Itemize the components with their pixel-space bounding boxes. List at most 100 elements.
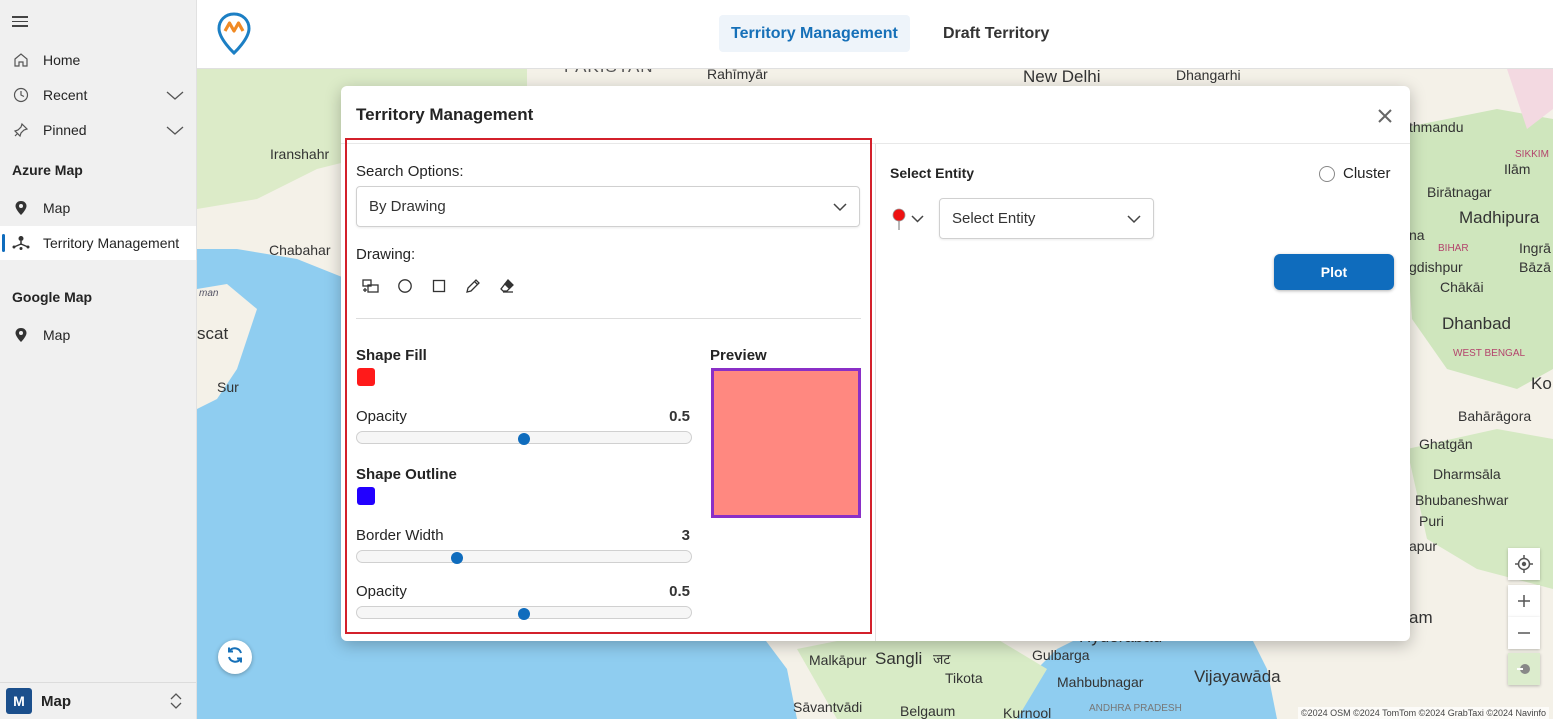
map-label: apur [1409,538,1438,554]
map-label: Rahīmyār [707,69,768,82]
map-label: Puri [1419,513,1444,529]
territory-management-dialog: Territory Management Search Options: By … [341,86,1410,641]
map-label: Ko [1531,374,1552,393]
search-options-value: By Drawing [369,198,446,215]
map-label: Bahārāgora [1458,408,1532,424]
border-width-slider[interactable] [356,550,692,564]
map-label: Sāvantvādi [793,699,863,715]
map-label: जट [933,651,951,667]
map-label: Mahbubnagar [1057,674,1144,690]
cluster-radio[interactable] [1319,166,1335,182]
group-title-azure-map: Azure Map [12,162,83,178]
map-label: Tikota [945,670,983,686]
refresh-button[interactable] [218,640,252,674]
map-label: na [1409,227,1425,243]
circle-icon[interactable] [395,276,415,296]
map-label: ANDHRA PRADESH [1089,703,1182,714]
map-style-picker-icon[interactable] [1508,653,1540,685]
shape-outline-color-swatch[interactable] [357,487,375,505]
slider-thumb[interactable] [451,552,464,564]
chevron-down-icon [1127,212,1141,230]
sidebar-item-pinned[interactable]: Pinned [0,113,196,147]
pencil-icon[interactable] [463,276,483,296]
map-label: man [199,288,219,299]
area-badge: M [6,688,32,714]
border-width-value: 3 [681,527,690,544]
area-switcher[interactable]: M Map [0,682,196,719]
map-label: BIHAR [1438,243,1469,254]
map-label: Dhanbad [1442,314,1512,333]
slider-thumb[interactable] [518,433,530,445]
plot-button[interactable]: Plot [1274,254,1394,290]
close-icon[interactable] [1377,104,1393,130]
map-label: New Delhi [1023,69,1101,86]
chevron-down-icon[interactable] [166,87,184,106]
rectangle-select-icon[interactable] [361,276,381,296]
search-options-select[interactable]: By Drawing [356,186,860,227]
entity-select[interactable]: Select Entity [939,198,1154,239]
shape-fill-label: Shape Fill [356,347,427,364]
clock-icon [11,87,31,103]
map-label: Iranshahr [270,146,330,162]
chevron-down-icon[interactable] [166,122,184,141]
map-label: thmandu [1409,119,1464,135]
locate-me-icon[interactable] [1508,548,1540,580]
sidebar-item-territory-management[interactable]: Territory Management [0,226,196,260]
map-label: am [1409,608,1433,627]
group-title-google-map: Google Map [12,289,93,305]
sidebar-item-label: Territory Management [43,235,180,251]
map-label: Gulbarga [1032,647,1090,663]
fill-opacity-value: 0.5 [669,408,690,425]
map-label: Sur [217,379,239,395]
sidebar-item-label: Map [43,327,71,343]
tab-draft-territory[interactable]: Draft Territory [943,24,1050,42]
hamburger-menu-icon[interactable] [12,13,28,29]
map-label: Madhipura [1459,208,1540,227]
preview-label: Preview [710,347,767,364]
shape-preview [711,368,861,518]
map-label: Vijayawāda [1194,667,1281,686]
zoom-out-button[interactable] [1508,617,1540,649]
zoom-in-button[interactable] [1508,585,1540,617]
outline-opacity-label: Opacity [356,583,407,600]
square-icon[interactable] [429,276,449,296]
refresh-icon [226,646,244,669]
sidebar-item-azure-map[interactable]: Map [0,191,196,225]
drawing-options-panel: Search Options: By Drawing Drawing: Shap… [345,138,872,634]
map-label: PAKISTAN [564,69,654,77]
sidebar-item-google-map[interactable]: Map [0,318,196,352]
map-label: Chabahar [269,242,331,258]
map-label: Bhubaneshwar [1415,492,1509,508]
map-label: Bāzā [1519,259,1551,275]
sidebar-item-label: Map [43,200,71,216]
marker-picker[interactable] [891,208,927,232]
slider-thumb[interactable] [518,608,530,620]
map-label: Belgaum [900,703,956,719]
home-icon [11,52,31,68]
chevron-down-icon [833,200,847,218]
sidebar-item-label: Pinned [43,122,87,138]
map-label: Dharmsāla [1433,466,1501,482]
territory-icon [11,235,31,251]
section-divider [356,318,861,319]
map-label: Chākāi [1440,279,1484,295]
top-bar: Territory Management Draft Territory [197,0,1553,69]
shape-fill-color-swatch[interactable] [357,368,375,386]
cluster-label: Cluster [1343,165,1391,182]
eraser-icon[interactable] [497,276,517,296]
chevron-up-down-icon[interactable] [170,692,182,715]
outline-opacity-slider[interactable] [356,606,692,620]
map-label: Birātnagar [1427,184,1492,200]
map-pin-icon [11,200,31,216]
border-width-label: Border Width [356,527,444,544]
pin-icon [11,122,31,138]
fill-opacity-slider[interactable] [356,431,692,445]
tab-territory-management[interactable]: Territory Management [719,15,910,52]
map-attribution: ©2024 OSM ©2024 TomTom ©2024 GrabTaxi ©2… [1298,707,1549,719]
sidebar-item-home[interactable]: Home [0,43,196,77]
map-label: WEST BENGAL [1453,348,1526,359]
sidebar-item-recent[interactable]: Recent [0,78,196,112]
map-label: SIKKIM [1515,149,1549,160]
chevron-down-icon [911,212,924,230]
fill-opacity-label: Opacity [356,408,407,425]
